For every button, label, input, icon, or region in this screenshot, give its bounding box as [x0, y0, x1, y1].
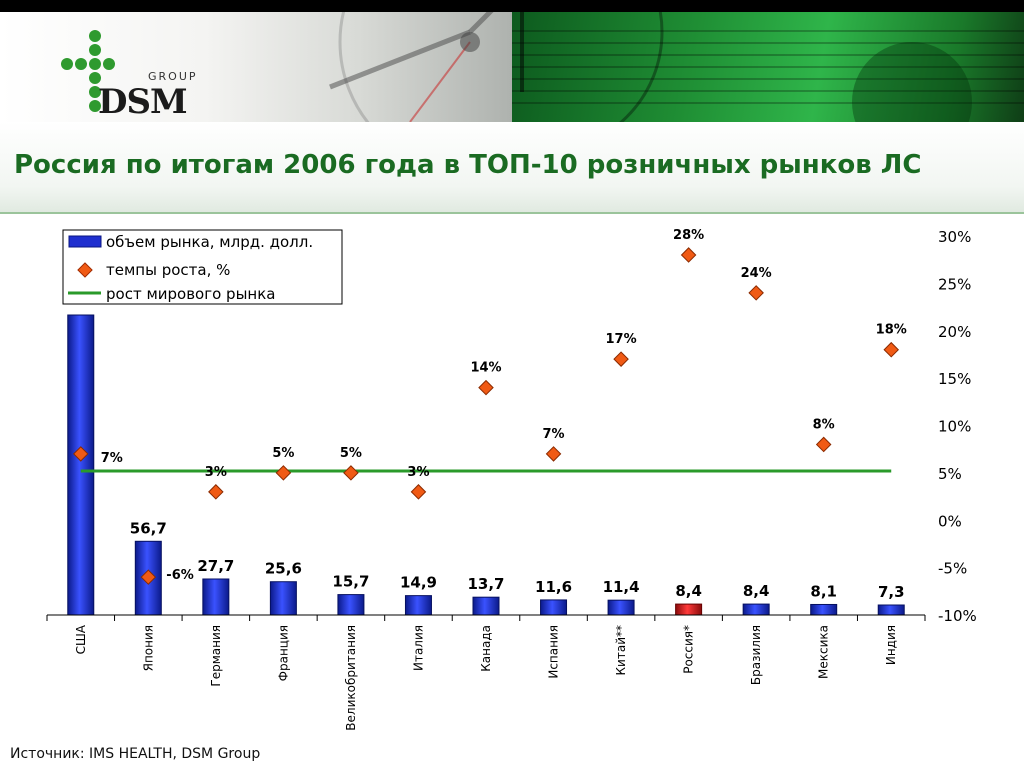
legend-marker-label: темпы роста, %	[106, 261, 230, 279]
legend-line-label: рост мирового рынка	[106, 285, 275, 303]
clock-graphic	[329, 12, 494, 122]
bar-12	[877, 604, 905, 616]
growth-marker-0	[72, 446, 89, 462]
growth-label-10: 24%	[741, 266, 772, 281]
page-title: Россия по итогам 2006 года в ТОП-10 розн…	[14, 150, 922, 180]
growth-marker-9	[680, 247, 697, 263]
bar-10	[742, 603, 770, 616]
right-axis-layer: 30% 25% 20% 15% 10% 5% 0% -5% -10%	[938, 228, 977, 625]
category-label-4: Великобритания	[344, 625, 358, 731]
growth-marker-1	[140, 569, 157, 585]
right-axis-tick-7: -5%	[938, 560, 967, 578]
right-axis-tick-8: -10%	[938, 607, 977, 625]
growth-label-4: 5%	[340, 446, 362, 461]
bar-2	[202, 578, 230, 616]
category-label-11: Мексика	[817, 625, 831, 679]
growth-label-3: 5%	[272, 446, 294, 461]
bar-value-label-8: 11,4	[603, 578, 640, 596]
bar-0	[67, 314, 95, 616]
category-label-9: Россия*	[682, 625, 696, 674]
growth-label-0: 7%	[101, 451, 123, 466]
growth-marker-11	[815, 436, 832, 453]
right-axis-tick-6: 0%	[938, 512, 962, 530]
category-label-5: Италия	[411, 625, 425, 671]
bar-11	[810, 603, 838, 616]
right-axis-tick-2: 20%	[938, 323, 971, 341]
category-label-8: Китай**	[614, 625, 628, 675]
right-axis-tick-3: 15%	[938, 370, 971, 388]
legend-bar-label: объем рынка, млрд. долл.	[106, 233, 313, 251]
bar-4	[337, 594, 365, 616]
bar-value-label-1: 56,7	[130, 519, 167, 537]
growth-marker-3	[275, 465, 292, 481]
category-label-0: США	[74, 624, 88, 654]
title-band	[0, 122, 1024, 214]
source-note: Источник: IMS HEALTH, DSM Group	[10, 746, 261, 762]
dsm-logo-icon	[61, 30, 115, 112]
bar-3	[269, 581, 297, 616]
category-label-12: Индия	[884, 625, 898, 665]
growth-label-6: 14%	[470, 361, 501, 376]
growth-label-8: 17%	[606, 332, 637, 347]
bar-6	[472, 596, 500, 616]
right-axis-tick-5: 5%	[938, 465, 962, 483]
growth-label-2: 3%	[205, 465, 227, 480]
growth-marker-10	[748, 285, 764, 301]
legend: объем рынка, млрд. долл. темпы роста, % …	[62, 229, 343, 305]
growth-marker-2	[208, 484, 224, 500]
category-label-10: Бразилия	[749, 625, 763, 685]
legend-marker-swatch	[77, 262, 93, 278]
growth-marker-4	[343, 465, 359, 481]
right-axis-tick-1: 25%	[938, 275, 971, 293]
growth-marker-5	[410, 484, 427, 500]
bar-9	[675, 603, 703, 616]
bar-value-label-3: 25,6	[265, 560, 302, 578]
growth-label-5: 3%	[407, 465, 429, 480]
category-label-7: Испания	[547, 625, 561, 679]
bar-value-label-6: 13,7	[467, 575, 504, 593]
category-label-1: Япония	[141, 625, 155, 671]
right-axis-tick-4: 10%	[938, 418, 971, 436]
title-divider	[0, 212, 1024, 214]
category-label-3: Франция	[276, 625, 290, 681]
growth-marker-8	[613, 351, 629, 367]
growth-label-11: 8%	[813, 417, 835, 432]
bar-value-label-4: 15,7	[332, 573, 369, 591]
growth-label-1: -6%	[166, 568, 193, 583]
category-label-6: Канада	[479, 625, 493, 672]
bar-value-label-5: 14,9	[400, 574, 437, 592]
logo-dsm-text: DSM	[98, 82, 188, 122]
header-banner-right	[512, 12, 1024, 122]
growth-label-12: 18%	[876, 323, 907, 338]
growth-markers-layer: 7% -6% 3% 5% 5% 3% 14% 7% 17% 28% 24% 8% 18%	[72, 228, 907, 585]
top-bar	[0, 0, 1024, 12]
growth-marker-6	[478, 379, 494, 396]
baseline-layer	[46, 614, 926, 621]
growth-marker-12	[883, 341, 900, 358]
bar-7	[540, 599, 568, 616]
category-labels-layer: США Япония Германия Франция Великобритания Ит…	[74, 624, 898, 730]
bars-layer: 56,7 27,7 25,6 15,7 14,9 13,7 11,6 11,4 8,4 8,4 8,…	[67, 314, 905, 616]
green-clock-graphic	[520, 12, 972, 122]
growth-label-9: 28%	[673, 228, 704, 243]
bar-value-label-11: 8,1	[810, 582, 837, 600]
bar-value-label-2: 27,7	[197, 557, 234, 575]
right-axis-tick-0: 30%	[938, 228, 971, 246]
logo-group-text: GROUP	[148, 70, 198, 83]
growth-label-7: 7%	[542, 427, 564, 442]
bar-value-label-10: 8,4	[743, 582, 770, 600]
category-label-2: Германия	[209, 625, 223, 687]
bar-value-label-7: 11,6	[535, 578, 572, 596]
bar-8	[607, 599, 635, 616]
growth-marker-7	[545, 446, 562, 462]
bar-value-label-9: 8,4	[675, 582, 702, 600]
market-chart: 56,7 27,7 25,6 15,7 14,9 13,7 11,6 11,4 8,4 8,4 8,…	[46, 228, 977, 731]
header-banner-left: GROUP DSM	[0, 12, 512, 122]
legend-box	[62, 229, 343, 305]
bar-5	[404, 595, 432, 616]
bar-value-label-12: 7,3	[878, 583, 905, 601]
legend-bar-swatch	[68, 235, 102, 248]
